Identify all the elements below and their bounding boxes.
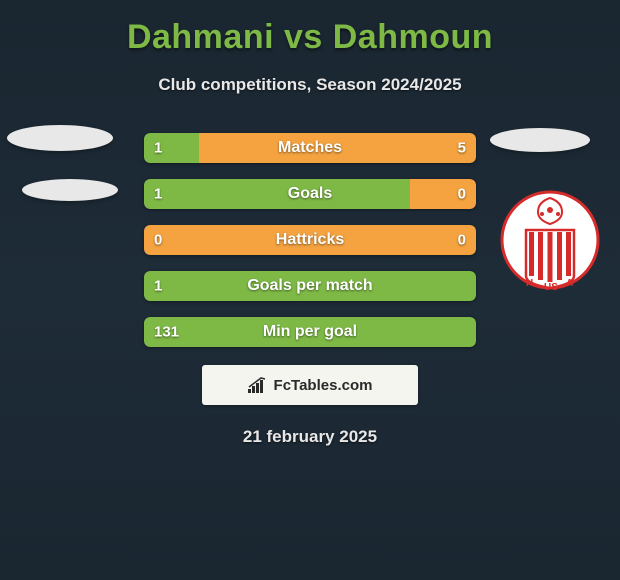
- comparison-subtitle: Club competitions, Season 2024/2025: [0, 75, 620, 95]
- stat-row-goals: 1 Goals 0: [144, 179, 476, 209]
- stat-label: Hattricks: [276, 231, 344, 249]
- stat-value-left: 0: [154, 232, 162, 249]
- comparison-title: Dahmani vs Dahmoun: [0, 0, 620, 57]
- bar-left: [144, 133, 199, 163]
- stat-label: Min per goal: [263, 323, 357, 341]
- chart-icon: [248, 377, 268, 393]
- stat-value-right: 0: [458, 186, 466, 203]
- branding-box[interactable]: FcTables.com: [202, 365, 418, 405]
- stat-label: Matches: [278, 139, 342, 157]
- stat-row-matches: 1 Matches 5: [144, 133, 476, 163]
- bar-left: [144, 179, 410, 209]
- stats-container: 1 Matches 5 1 Goals 0 0 Hattricks 0 1 Go…: [0, 133, 620, 347]
- branding-text: FcTables.com: [274, 377, 373, 394]
- stat-label: Goals: [288, 185, 332, 203]
- bar-right: [410, 179, 476, 209]
- stat-value-left: 1: [154, 278, 162, 295]
- stat-value-left: 1: [154, 186, 162, 203]
- comparison-date: 21 february 2025: [0, 427, 620, 447]
- stat-value-left: 131: [154, 324, 179, 341]
- stat-label: Goals per match: [247, 277, 372, 295]
- stat-row-goals-per-match: 1 Goals per match: [144, 271, 476, 301]
- stat-row-hattricks: 0 Hattricks 0: [144, 225, 476, 255]
- stat-value-left: 1: [154, 140, 162, 157]
- stat-value-right: 5: [458, 140, 466, 157]
- stat-row-min-per-goal: 131 Min per goal: [144, 317, 476, 347]
- stat-value-right: 0: [458, 232, 466, 249]
